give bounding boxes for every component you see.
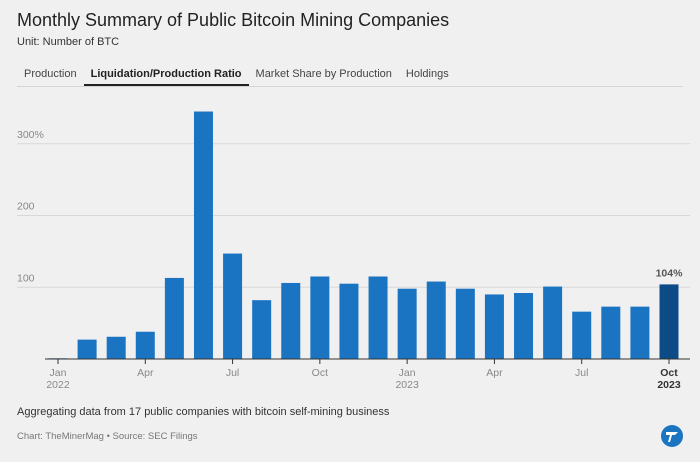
bar (339, 283, 359, 359)
title: Monthly Summary of Public Bitcoin Mining… (17, 10, 450, 30)
y-tick-label: 100 (17, 272, 35, 284)
bar (252, 300, 272, 359)
value-label: 104% (656, 267, 684, 279)
bar (223, 253, 243, 359)
x-year-label: 2022 (46, 379, 70, 391)
bar (77, 339, 97, 359)
bar (164, 277, 184, 359)
bar (543, 286, 563, 359)
bar (659, 284, 679, 359)
subtitle: Unit: Number of BTC (17, 36, 120, 48)
x-tick-label: Jul (226, 367, 239, 379)
tab[interactable]: Holdings (405, 68, 449, 80)
bar (281, 282, 301, 359)
x-year-label: 2023 (657, 379, 681, 391)
x-tick-label: Apr (486, 367, 503, 379)
x-year-label: 2023 (395, 379, 419, 391)
bar (368, 276, 388, 359)
tab[interactable]: Production (24, 68, 77, 80)
bar (193, 111, 213, 359)
bar (630, 306, 650, 359)
tab[interactable]: Liquidation/Production Ratio (83, 64, 249, 86)
bar (135, 331, 155, 359)
bar (484, 294, 504, 359)
bar (572, 311, 592, 359)
x-tick-label: Jan (399, 367, 416, 379)
x-tick-label: Oct (312, 367, 328, 379)
y-tick-label: 200 (17, 201, 35, 213)
x-tick-label: Oct (660, 367, 678, 379)
bar (310, 276, 330, 359)
note: Aggregating data from 17 public companie… (17, 406, 390, 418)
logo (661, 425, 683, 447)
bar (601, 306, 621, 359)
x-tick-label: Jan (50, 367, 67, 379)
bar (455, 288, 475, 359)
x-tick-label: Jul (575, 367, 588, 379)
tab[interactable]: Market Share by Production (255, 68, 392, 80)
y-tick-label: 300% (17, 129, 44, 141)
bar (106, 336, 126, 359)
x-tick-label: Apr (137, 367, 154, 379)
bar (514, 293, 534, 359)
bar (397, 288, 417, 359)
bar (426, 281, 446, 359)
tab-bar: Production Liquidation/Production Ratio Ma… (17, 64, 683, 87)
source: Chart: TheMinerMag • Source: SEC Filings (17, 431, 198, 442)
